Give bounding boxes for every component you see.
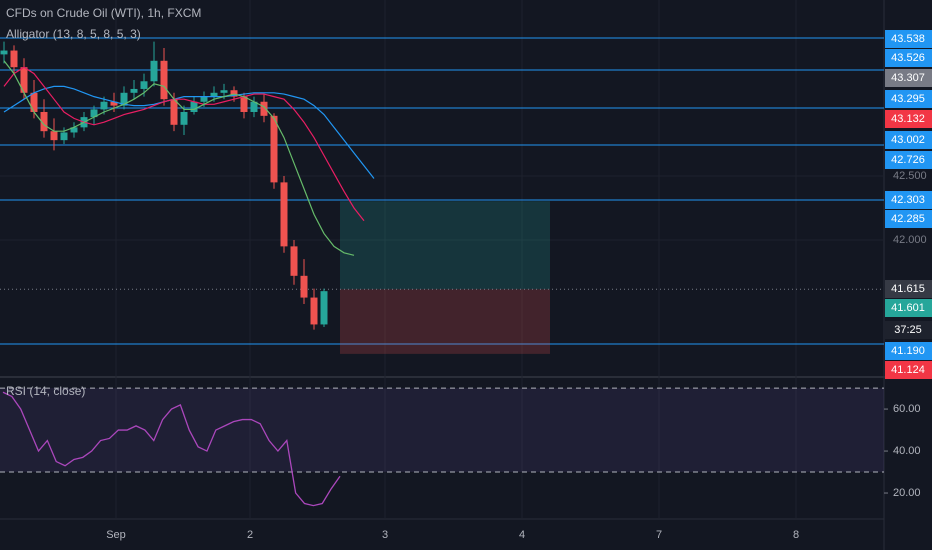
y-tick-label: 42.000 [893, 234, 927, 246]
price-label: 43.538 [891, 33, 925, 45]
candle-body [270, 115, 278, 183]
candle-body [10, 50, 18, 68]
x-tick-label: 4 [519, 529, 525, 541]
candle-body [180, 111, 188, 125]
price-label: 43.295 [891, 93, 925, 105]
candle-body [40, 111, 48, 132]
price-label-bg [885, 280, 932, 298]
price-label-bg [885, 342, 932, 360]
price-label-bg [885, 90, 932, 108]
candle-body [230, 90, 238, 97]
price-label: 41.124 [891, 364, 925, 376]
indicator-line [3, 60, 355, 256]
rsi-title: RSI (14, close) [6, 384, 85, 398]
price-label: 37:25 [894, 324, 922, 336]
candle-body [210, 92, 218, 97]
candle-body [50, 131, 58, 141]
price-label-bg [885, 69, 932, 87]
target-zone [340, 201, 550, 290]
x-tick-label: 7 [656, 529, 662, 541]
candle-body [160, 60, 168, 100]
price-label-bg [885, 210, 932, 228]
x-tick-label: 2 [247, 529, 253, 541]
price-label-bg [885, 361, 932, 379]
indicator-line [3, 66, 365, 222]
price-label: 42.726 [891, 154, 925, 166]
x-tick-label: 3 [382, 529, 388, 541]
candle-body [20, 67, 28, 93]
candle-body [70, 127, 78, 133]
price-label-bg [885, 131, 932, 149]
candle-body [110, 101, 118, 106]
price-label-bg [885, 110, 932, 128]
rsi-tick-label: 40.00 [893, 445, 921, 457]
stop-zone [340, 289, 550, 354]
price-label: 41.601 [891, 302, 925, 314]
indicator-line [3, 85, 375, 179]
candle-body [170, 99, 178, 125]
candle-body [140, 81, 148, 89]
price-label-bg [885, 299, 932, 317]
y-tick-label: 42.500 [893, 170, 927, 182]
x-tick-label: Sep [106, 529, 126, 541]
candle-body [100, 101, 108, 110]
candle-body [190, 101, 198, 112]
price-label-bg [885, 191, 932, 209]
candle-body [120, 92, 128, 106]
candle-body [320, 291, 328, 325]
candle-body [280, 182, 288, 247]
candle-body [310, 297, 318, 325]
candle-body [290, 246, 298, 276]
candle-body [90, 109, 98, 118]
price-label: 42.285 [891, 213, 925, 225]
price-label: 43.307 [891, 72, 925, 84]
price-label: 43.132 [891, 113, 925, 125]
indicator-title: Alligator (13, 8, 5, 8, 5, 3) [6, 27, 141, 41]
rsi-line [2, 391, 341, 507]
rsi-tick-label: 60.00 [893, 403, 921, 415]
price-label-bg [885, 49, 932, 67]
candle-body [200, 96, 208, 102]
price-label-bg [885, 30, 932, 48]
candle-body [220, 90, 228, 93]
price-label: 42.303 [891, 194, 925, 206]
price-label: 41.615 [891, 283, 925, 295]
x-tick-label: 8 [793, 529, 799, 541]
price-label: 43.526 [891, 52, 925, 64]
candle-body [0, 50, 8, 55]
candle-body [250, 101, 258, 112]
candle-body [260, 101, 268, 116]
price-label: 41.190 [891, 345, 925, 357]
price-label-bg [885, 151, 932, 169]
price-label: 43.002 [891, 134, 925, 146]
rsi-tick-label: 20.00 [893, 487, 921, 499]
candle-body [60, 132, 68, 141]
chart-title: CFDs on Crude Oil (WTI), 1h, FXCM [6, 6, 201, 20]
candle-body [30, 92, 38, 112]
candle-body [240, 96, 248, 112]
price-label-bg [885, 321, 932, 339]
candle-body [130, 88, 138, 93]
candle-body [150, 60, 158, 82]
candle-body [300, 275, 308, 298]
rsi-band-fill [0, 388, 884, 473]
